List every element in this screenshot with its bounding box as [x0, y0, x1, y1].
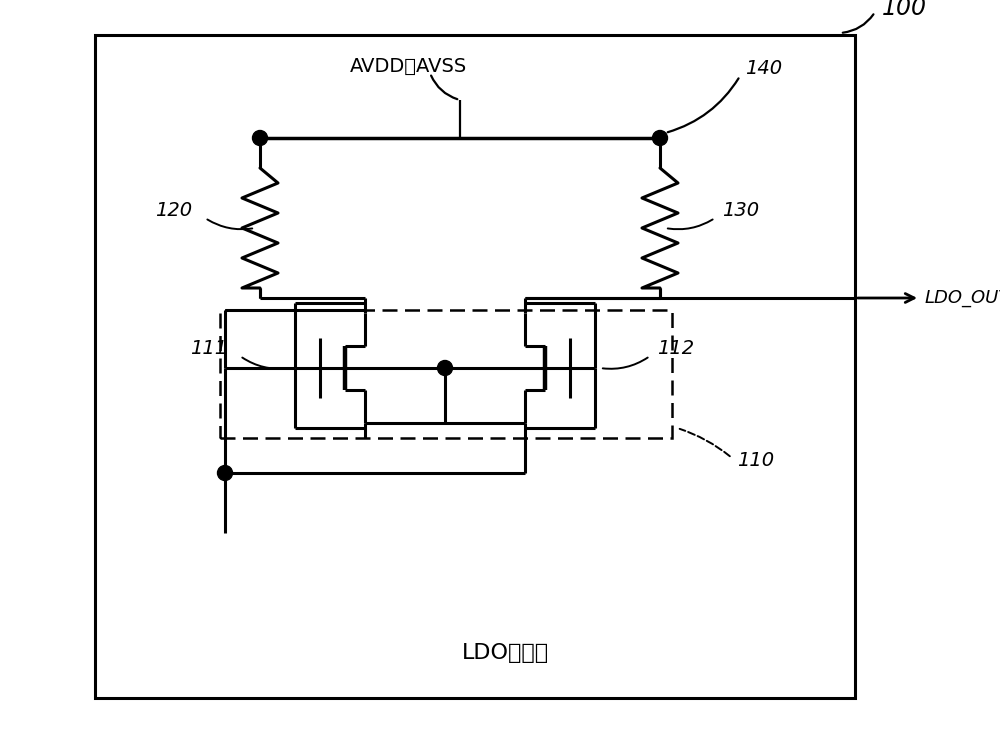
Text: 140: 140: [745, 58, 782, 78]
Text: 130: 130: [722, 201, 759, 220]
Text: LDO_OUT: LDO_OUT: [925, 289, 1000, 307]
Circle shape: [437, 360, 452, 375]
Circle shape: [218, 465, 232, 480]
Text: 120: 120: [155, 201, 192, 220]
Text: 111: 111: [190, 338, 227, 357]
Text: 110: 110: [737, 451, 774, 469]
Text: AVDD或AVSS: AVDD或AVSS: [350, 56, 467, 75]
Text: 112: 112: [657, 338, 694, 357]
Bar: [95, 35, 855, 698]
Bar: [220, 310, 672, 438]
Circle shape: [652, 130, 668, 146]
Text: LDO稳压器: LDO稳压器: [461, 643, 549, 663]
Text: 100: 100: [882, 0, 927, 20]
Circle shape: [252, 130, 268, 146]
